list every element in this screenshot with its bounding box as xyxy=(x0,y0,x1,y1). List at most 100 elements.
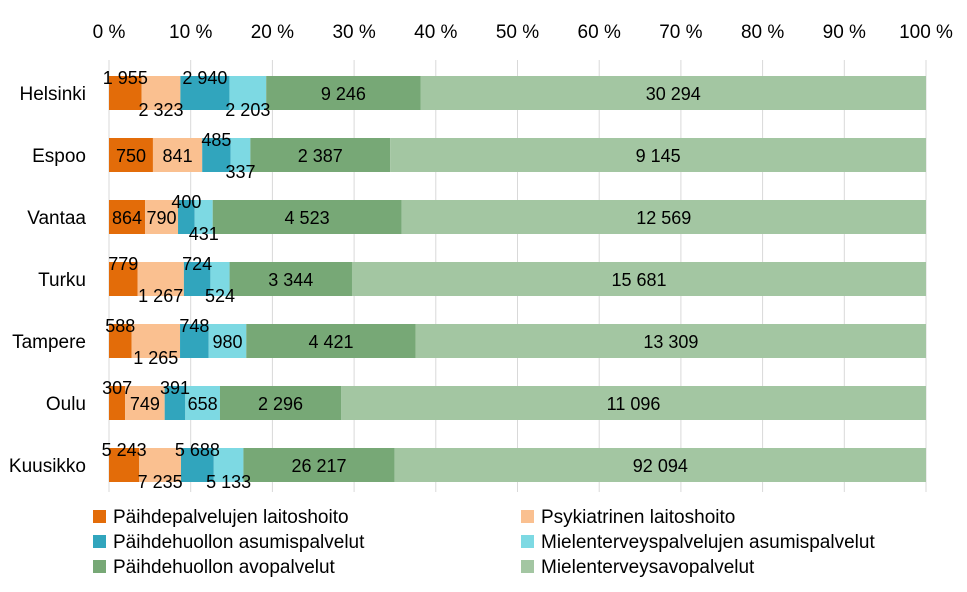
bar-segment xyxy=(415,324,926,358)
bar-segment xyxy=(109,138,153,172)
legend-swatch xyxy=(521,560,534,573)
x-tick-label: 90 % xyxy=(823,22,866,43)
data-label: 779 xyxy=(108,254,138,274)
x-tick-label: 30 % xyxy=(332,22,375,43)
bar-segment xyxy=(420,76,926,110)
data-label: 5 243 xyxy=(102,440,147,460)
legend-swatch xyxy=(521,510,534,523)
data-label: 841 xyxy=(163,146,193,166)
bar-segment xyxy=(131,324,181,358)
legend-label: Psykiatrinen laitoshoito xyxy=(541,507,735,528)
bar-segment xyxy=(229,262,352,296)
data-label: 12 569 xyxy=(636,208,691,228)
data-label: 588 xyxy=(105,316,135,336)
legend-swatch xyxy=(521,535,534,548)
x-tick-label: 50 % xyxy=(496,22,539,43)
data-label: 1 267 xyxy=(138,286,183,306)
legend-swatch xyxy=(93,535,106,548)
data-label: 2 323 xyxy=(138,100,183,120)
data-label: 15 681 xyxy=(611,270,666,290)
bar-segment xyxy=(137,262,184,296)
x-tick-label: 60 % xyxy=(578,22,621,43)
data-label: 864 xyxy=(112,208,142,228)
bar-segment xyxy=(229,76,267,110)
legend-label: Päihdehuollon avopalvelut xyxy=(113,557,336,578)
category-label: Oulu xyxy=(46,394,86,415)
bar-segment xyxy=(213,448,244,482)
bar-segment xyxy=(202,138,231,172)
x-tick-label: 20 % xyxy=(251,22,294,43)
category-label: Vantaa xyxy=(27,208,86,229)
x-tick-label: 100 % xyxy=(899,22,953,43)
data-label: 337 xyxy=(225,162,255,182)
bar-segment xyxy=(180,76,230,110)
bar-segment xyxy=(178,200,195,234)
bar-segment xyxy=(351,262,926,296)
bar-segment xyxy=(180,448,214,482)
x-axis-ticks: 0 % 10 % 20 % 30 % 40 % 50 % 60 % 70 % 80 % 90 % 1… xyxy=(93,22,953,43)
bar-segment xyxy=(152,138,203,172)
legend: Päihdepalvelujen laitoshoito Psykiatrinen… xyxy=(93,507,875,578)
data-label: 400 xyxy=(171,192,201,212)
bar-segment xyxy=(250,138,391,172)
bar-segment xyxy=(109,262,138,296)
data-label: 3 344 xyxy=(268,270,313,290)
legend-label: Päihdepalvelujen laitoshoito xyxy=(113,507,349,528)
bar-segment xyxy=(266,76,421,110)
bar-segment xyxy=(145,200,179,234)
bar-segment xyxy=(125,386,165,420)
bar-segment xyxy=(212,200,402,234)
legend-label: Mielenterveysavopalvelut xyxy=(541,557,755,578)
x-tick-label: 40 % xyxy=(414,22,457,43)
bar-segment xyxy=(109,76,142,110)
bar-segment xyxy=(230,138,251,172)
bar-segment xyxy=(180,324,209,358)
data-label: 1 955 xyxy=(103,68,148,88)
x-tick-label: 10 % xyxy=(169,22,212,43)
data-label: 2 203 xyxy=(225,100,270,120)
legend-label: Mielenterveyspalvelujen asumispalvelut xyxy=(541,532,875,553)
data-label: 307 xyxy=(102,378,132,398)
bar-segment xyxy=(390,138,926,172)
bar-segment xyxy=(219,386,342,420)
category-label: Tampere xyxy=(12,332,86,353)
data-label: 5 133 xyxy=(206,472,251,492)
data-label: 9 246 xyxy=(321,84,366,104)
data-label: 7 235 xyxy=(138,472,183,492)
data-label: 524 xyxy=(205,286,235,306)
data-label: 1 265 xyxy=(133,348,178,368)
data-label: 26 217 xyxy=(292,456,347,476)
bar-segment xyxy=(164,386,186,420)
bar-segment xyxy=(401,200,926,234)
data-label: 658 xyxy=(188,394,218,414)
data-label: 2 387 xyxy=(298,146,343,166)
data-label: 750 xyxy=(116,146,146,166)
data-label: 30 294 xyxy=(646,84,701,104)
data-label: 4 421 xyxy=(309,332,354,352)
bar-segment xyxy=(243,448,395,482)
bar-segment xyxy=(194,200,213,234)
data-label: 724 xyxy=(182,254,212,274)
bar-segment xyxy=(141,76,181,110)
data-label: 980 xyxy=(212,332,242,352)
data-labels: 1 955 2 323 2 940 2 203 9 246 30 294 750 841 485… xyxy=(102,68,701,492)
bar-segment xyxy=(109,386,126,420)
bar-segment xyxy=(210,262,230,296)
data-label: 4 523 xyxy=(285,208,330,228)
legend-swatch xyxy=(93,560,106,573)
data-label: 2 940 xyxy=(182,68,227,88)
data-label: 485 xyxy=(201,130,231,150)
bar-segment xyxy=(109,324,132,358)
bar-segment xyxy=(139,448,181,482)
bar-segment xyxy=(183,262,211,296)
data-label: 391 xyxy=(160,378,190,398)
category-label: Kuusikko xyxy=(9,456,86,477)
data-label: 92 094 xyxy=(633,456,688,476)
data-label: 749 xyxy=(130,394,160,414)
data-label: 9 145 xyxy=(636,146,681,166)
category-label: Turku xyxy=(38,270,86,291)
bar-segment xyxy=(109,448,140,482)
x-tick-label: 70 % xyxy=(659,22,702,43)
bar-segment xyxy=(208,324,247,358)
